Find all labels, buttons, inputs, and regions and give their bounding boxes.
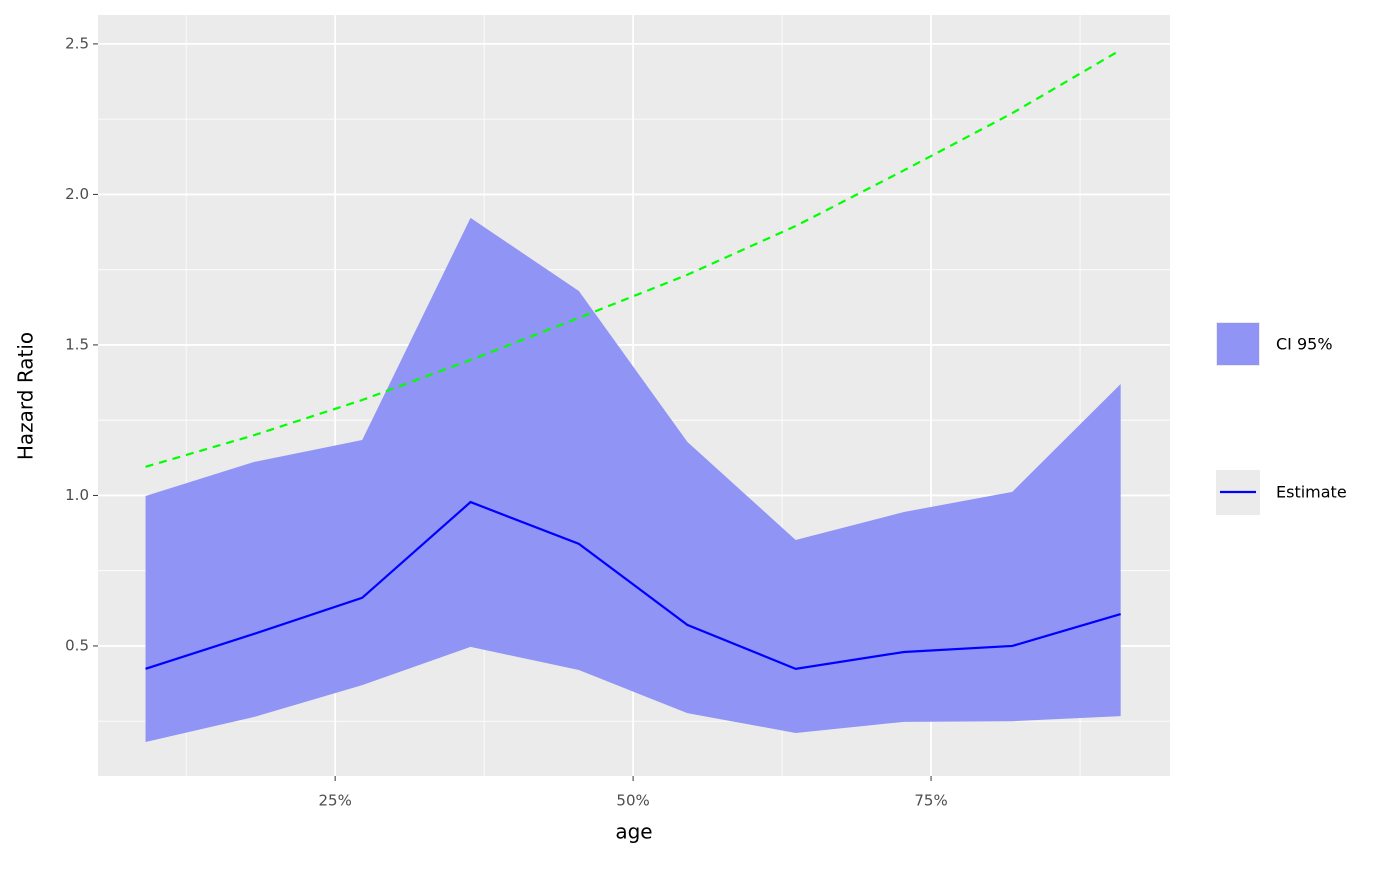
x-tick-label: 25%	[318, 792, 351, 810]
ci-band	[145, 217, 1121, 742]
series-line	[145, 48, 1122, 468]
y-tick-label: 1.5	[65, 335, 89, 353]
marks	[145, 48, 1122, 742]
y-tick-label: 2.5	[65, 34, 89, 52]
x-axis-title: age	[615, 820, 652, 844]
y-tick-label: 1.0	[65, 486, 89, 504]
y-tick-label: 2.0	[65, 185, 89, 203]
y-tick-label: 0.5	[65, 636, 89, 654]
legend-key	[1217, 323, 1259, 365]
legend-label: CI 95%	[1276, 335, 1333, 354]
legend-label: Estimate	[1276, 483, 1347, 502]
legend: CI 95% Estimate	[1216, 322, 1347, 515]
y-axis-title: Hazard Ratio	[14, 332, 38, 460]
x-tick-label: 75%	[914, 792, 947, 810]
series-line	[145, 500, 1121, 670]
x-tick-label: 50%	[616, 792, 649, 810]
